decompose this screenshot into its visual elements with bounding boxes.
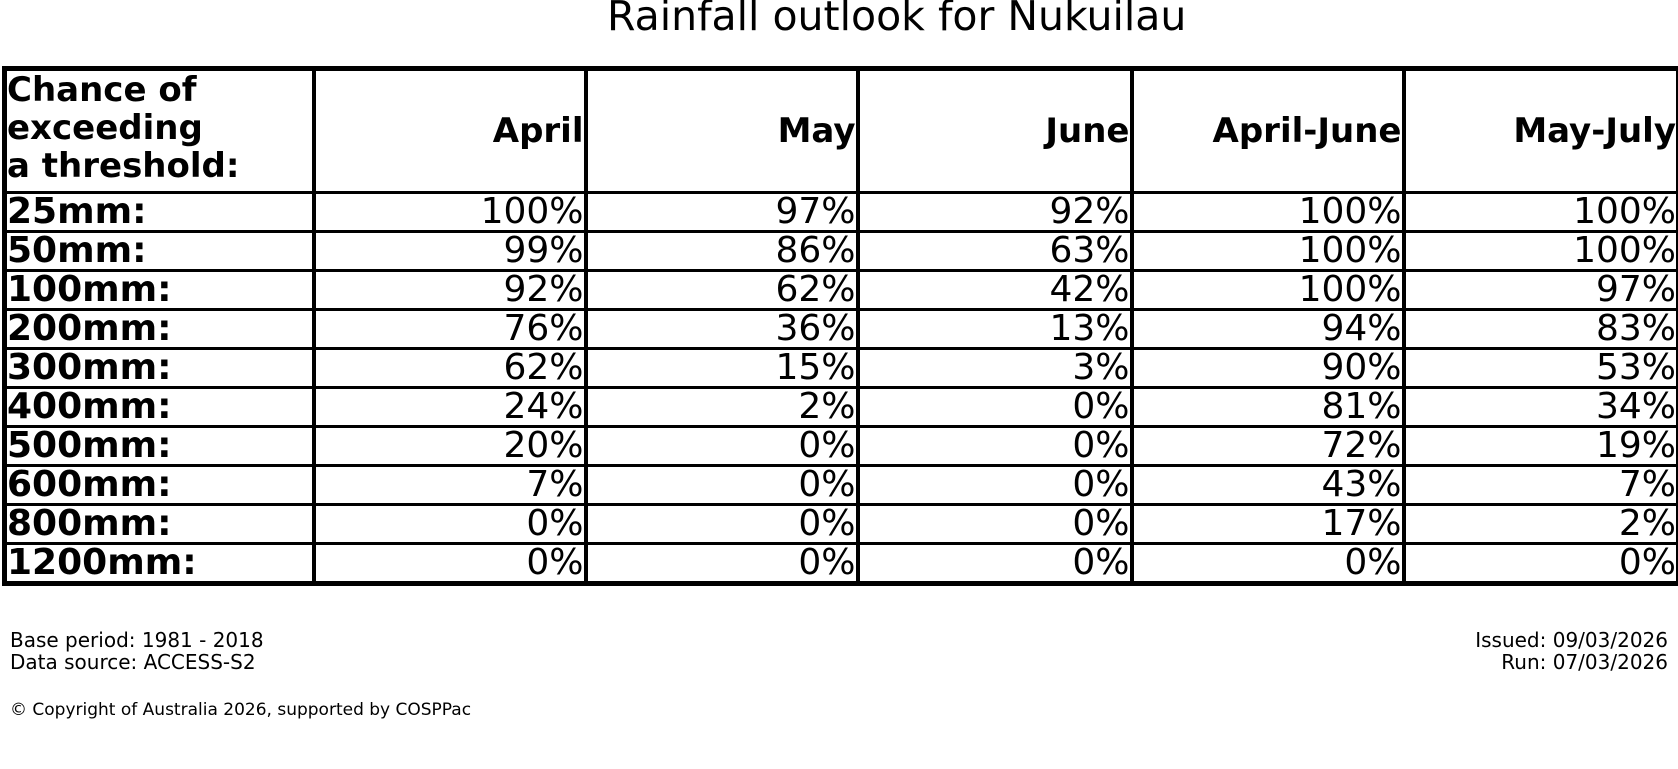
threshold-cell: 50mm: [2, 230, 316, 272]
table-row: 600mm: 7% 0% 0% 43% 7% [2, 464, 1678, 506]
threshold-cell: 400mm: [2, 386, 316, 428]
value-cell: 42% [855, 269, 1134, 311]
value-cell: 36% [583, 308, 860, 350]
table-row: 50mm: 99% 86% 63% 100% 100% [2, 230, 1678, 272]
value-cell: 24% [311, 386, 588, 428]
value-cell: 62% [583, 269, 860, 311]
table-row: 200mm: 76% 36% 13% 94% 83% [2, 308, 1678, 350]
column-header-may-july: May-July [1401, 67, 1678, 194]
value-cell: 63% [855, 230, 1134, 272]
value-cell: 0% [311, 503, 588, 545]
footer-right: Issued: 09/03/2026 Run: 07/03/2026 [1475, 629, 1668, 673]
page-title: Rainfall outlook for Nukuilau [607, 0, 1187, 40]
value-cell: 76% [311, 308, 588, 350]
value-cell: 90% [1129, 347, 1406, 389]
value-cell: 92% [855, 191, 1134, 233]
base-period-text: Base period: 1981 - 2018 [10, 628, 264, 652]
value-cell: 19% [1401, 425, 1678, 467]
table-header-row: Chance of exceeding a threshold: April M… [2, 67, 1678, 194]
value-cell: 20% [311, 425, 588, 467]
value-cell: 7% [1401, 464, 1678, 506]
value-cell: 3% [855, 347, 1134, 389]
value-cell: 2% [1401, 503, 1678, 545]
threshold-cell: 25mm: [2, 191, 316, 233]
value-cell: 13% [855, 308, 1134, 350]
column-header-april: April [311, 67, 588, 194]
value-cell: 15% [583, 347, 860, 389]
value-cell: 0% [1129, 542, 1406, 585]
value-cell: 97% [583, 191, 860, 233]
table-row: 800mm: 0% 0% 0% 17% 2% [2, 503, 1678, 545]
value-cell: 72% [1129, 425, 1406, 467]
value-cell: 17% [1129, 503, 1406, 545]
value-cell: 0% [855, 464, 1134, 506]
data-source-text: Data source: ACCESS-S2 [10, 650, 256, 674]
value-cell: 100% [1129, 230, 1406, 272]
value-cell: 0% [583, 425, 860, 467]
rainfall-outlook-table: Chance of exceeding a threshold: April M… [2, 66, 1678, 586]
table-row: 100mm: 92% 62% 42% 100% 97% [2, 269, 1678, 311]
threshold-cell: 300mm: [2, 347, 316, 389]
value-cell: 0% [855, 503, 1134, 545]
copyright-text: © Copyright of Australia 2026, supported… [10, 700, 472, 720]
corner-header-cell: Chance of exceeding a threshold: [2, 67, 316, 194]
column-header-may: May [583, 67, 860, 194]
value-cell: 100% [1401, 191, 1678, 233]
corner-header-line: a threshold: [7, 146, 240, 186]
value-cell: 0% [583, 503, 860, 545]
value-cell: 34% [1401, 386, 1678, 428]
value-cell: 0% [583, 464, 860, 506]
value-cell: 99% [311, 230, 588, 272]
threshold-cell: 600mm: [2, 464, 316, 506]
table-row: 300mm: 62% 15% 3% 90% 53% [2, 347, 1678, 389]
value-cell: 0% [855, 386, 1134, 428]
value-cell: 100% [1129, 269, 1406, 311]
table-row: 400mm: 24% 2% 0% 81% 34% [2, 386, 1678, 428]
threshold-cell: 200mm: [2, 308, 316, 350]
value-cell: 100% [1129, 191, 1406, 233]
run-date-text: Run: 07/03/2026 [1501, 650, 1668, 674]
table-row: 25mm: 100% 97% 92% 100% 100% [2, 191, 1678, 233]
value-cell: 0% [583, 542, 860, 585]
value-cell: 81% [1129, 386, 1406, 428]
table-row: 500mm: 20% 0% 0% 72% 19% [2, 425, 1678, 467]
threshold-cell: 800mm: [2, 503, 316, 545]
value-cell: 62% [311, 347, 588, 389]
value-cell: 97% [1401, 269, 1678, 311]
value-cell: 83% [1401, 308, 1678, 350]
value-cell: 0% [855, 542, 1134, 585]
value-cell: 100% [311, 191, 588, 233]
threshold-cell: 500mm: [2, 425, 316, 467]
value-cell: 53% [1401, 347, 1678, 389]
value-cell: 92% [311, 269, 588, 311]
threshold-cell: 100mm: [2, 269, 316, 311]
value-cell: 86% [583, 230, 860, 272]
value-cell: 7% [311, 464, 588, 506]
table-row: 1200mm: 0% 0% 0% 0% 0% [2, 542, 1678, 585]
value-cell: 0% [311, 542, 588, 585]
value-cell: 0% [855, 425, 1134, 467]
value-cell: 100% [1401, 230, 1678, 272]
value-cell: 43% [1129, 464, 1406, 506]
corner-header-line: exceeding [7, 108, 203, 148]
issued-date-text: Issued: 09/03/2026 [1475, 628, 1668, 652]
column-header-june: June [855, 67, 1134, 194]
threshold-cell: 1200mm: [2, 542, 316, 585]
value-cell: 2% [583, 386, 860, 428]
value-cell: 0% [1401, 542, 1678, 585]
column-header-april-june: April-June [1129, 67, 1406, 194]
value-cell: 94% [1129, 308, 1406, 350]
footer-left: Base period: 1981 - 2018 Data source: AC… [10, 629, 264, 673]
corner-header-line: Chance of [7, 70, 197, 110]
